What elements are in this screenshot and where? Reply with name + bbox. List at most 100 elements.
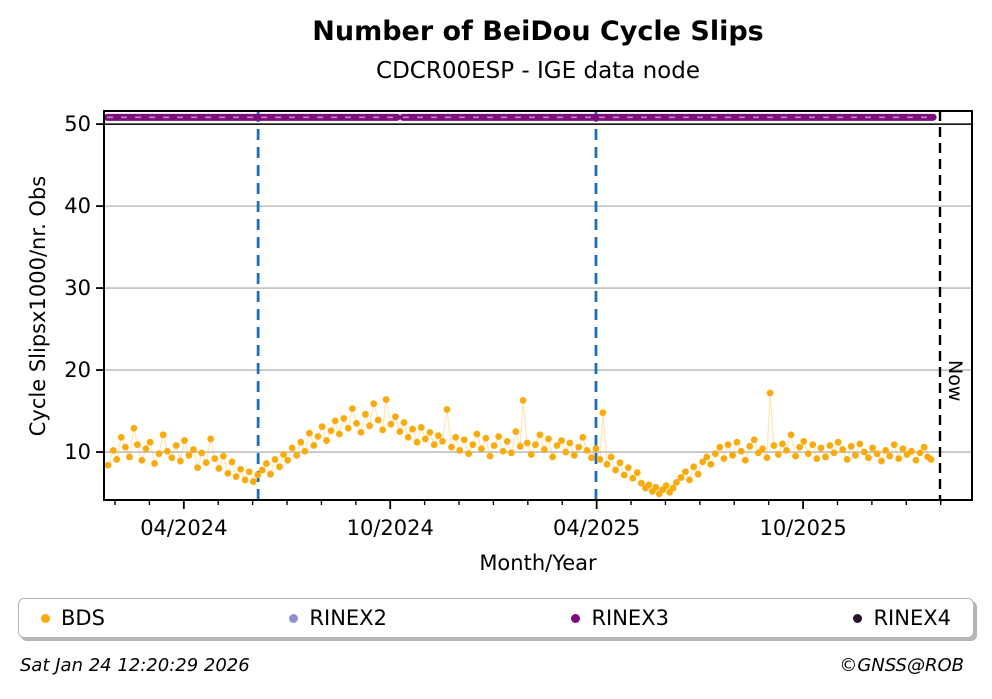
bds-point: [599, 409, 607, 417]
bds-point: [839, 446, 847, 453]
bds-point: [633, 469, 641, 476]
bds-point: [215, 465, 223, 472]
bds-point: [486, 452, 494, 460]
bds-point: [920, 443, 928, 451]
copyright-credit: ©GNSS@ROB: [839, 655, 964, 676]
bds-point: [276, 463, 283, 471]
bds-point: [391, 413, 399, 421]
bds-point: [258, 466, 266, 474]
bds-point: [817, 444, 825, 452]
bds-point: [549, 453, 557, 461]
bds-point: [301, 447, 309, 455]
bds-point: [912, 456, 920, 464]
bds-point: [741, 456, 749, 464]
bds-point: [340, 415, 348, 422]
bds-point: [288, 444, 296, 452]
bds-point: [271, 456, 279, 463]
bds-point: [596, 456, 604, 463]
bds-point: [426, 428, 434, 436]
bds-point: [142, 445, 150, 453]
bds-point: [409, 425, 416, 433]
bds-point: [516, 442, 524, 450]
bds-point: [318, 423, 326, 431]
bds-point: [882, 447, 890, 454]
bds-point: [860, 448, 868, 456]
bds-point: [669, 484, 677, 492]
bds-point: [109, 447, 117, 454]
bds-point: [652, 483, 660, 491]
bds-point: [916, 449, 924, 457]
bds-point: [366, 422, 373, 430]
bds-point: [452, 433, 460, 441]
legend-item-rinex3: RINEX3: [571, 606, 669, 630]
bds-point: [151, 460, 158, 467]
bds-point: [927, 456, 935, 463]
bds-point: [603, 460, 611, 468]
bds-point: [219, 452, 227, 460]
bds-point: [448, 443, 455, 451]
ytick-label-50: 50: [64, 112, 91, 136]
bds-point: [211, 455, 219, 462]
bds-point: [834, 438, 842, 446]
bds-point: [746, 442, 754, 450]
bds-point: [809, 441, 817, 449]
bds-point: [512, 428, 520, 435]
bds-point: [804, 450, 812, 458]
bds-point: [400, 419, 408, 426]
bds-point: [826, 442, 834, 449]
bds-point: [813, 455, 821, 462]
legend-marker-rinex3: [571, 613, 581, 623]
bds-point: [159, 431, 167, 439]
bds-point: [562, 448, 570, 456]
ytick-label-30: 30: [64, 276, 91, 300]
bds-point: [886, 452, 894, 460]
legend-label-bds: BDS: [61, 606, 105, 630]
bds-point: [357, 428, 365, 436]
bds-point: [720, 455, 728, 462]
bds-point: [456, 447, 464, 454]
bds-point: [787, 431, 795, 439]
legend-item-bds: BDS: [41, 606, 105, 630]
bds-point: [404, 433, 412, 441]
bds-point: [362, 410, 369, 418]
bds-point: [163, 447, 171, 455]
xtick-label: 10/2024: [347, 516, 434, 540]
bds-point: [759, 445, 766, 453]
bds-point: [583, 447, 591, 454]
bds-point: [396, 428, 404, 435]
ytick-label-10: 10: [64, 440, 91, 464]
bds-point: [607, 453, 615, 461]
bds-point: [766, 389, 774, 397]
bds-point: [379, 426, 387, 434]
plot-area: Now 10 20 30 40 50 04/2024 10/2024 04/2025 10/202…: [64, 110, 973, 540]
bds-point: [716, 443, 724, 451]
bds-point: [783, 447, 790, 454]
bds-point: [478, 445, 485, 453]
bds-point: [616, 459, 624, 467]
bds-point: [545, 435, 552, 443]
bds-point: [729, 451, 736, 459]
bds-point: [754, 449, 762, 457]
bds-point: [673, 478, 680, 486]
bds-point: [699, 458, 707, 466]
bds-point: [323, 437, 330, 444]
bds-point: [335, 430, 343, 438]
bds-point: [899, 445, 907, 453]
bds-point: [280, 451, 287, 458]
bds-point: [612, 466, 619, 474]
bds-point: [430, 441, 438, 449]
legend-item-rinex4: RINEX4: [853, 606, 951, 630]
bds-point: [327, 427, 335, 435]
bds-point: [267, 470, 274, 478]
bds-point: [895, 455, 903, 462]
bds-point: [482, 434, 490, 442]
bds-point: [796, 443, 804, 451]
bds-point: [869, 444, 876, 452]
legend-marker-rinex2: [289, 613, 299, 623]
bds-point: [421, 435, 429, 443]
bds-point: [130, 424, 138, 432]
bds-point: [185, 451, 193, 459]
bds-point: [413, 438, 421, 446]
bds-point: [249, 478, 257, 485]
